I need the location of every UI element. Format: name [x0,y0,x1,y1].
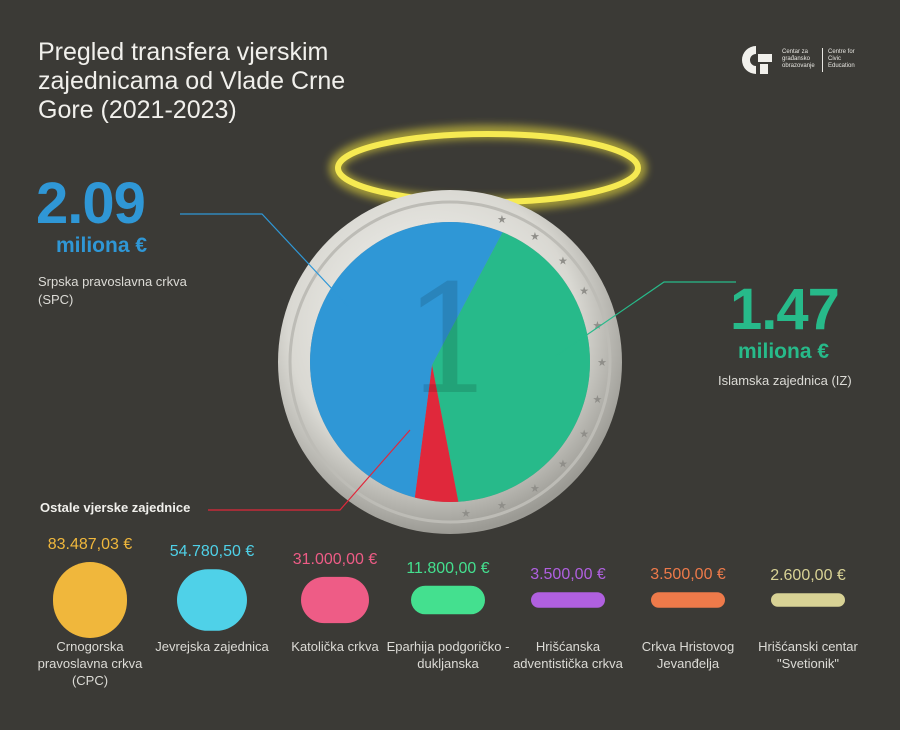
other-community-name: Crnogorska pravoslavna crkva (CPC) [37,639,143,688]
halo [329,125,647,211]
other-community-shape [531,592,605,608]
page-title: Pregled transfera vjerskim zajednicama o… [38,38,346,124]
coin-star-icon: ★ [530,483,540,495]
coin-star-icon: ★ [558,255,568,267]
other-community-name: Katolička crkva [291,639,379,654]
other-community-amount: 3.500,00 € [530,566,606,584]
cgo-logo: Centar za građansko obrazovanje Centre f… [738,42,878,82]
other-community-amount: 3.500,00 € [650,566,726,584]
other-communities-shapes [53,562,845,638]
other-community-name: Hrišćanska adventistička crkva [513,639,623,671]
other-communities-heading: Ostale vjerske zajednice [40,500,191,515]
coin-star-icon: ★ [579,286,589,298]
pie-slice-other [406,365,470,502]
other-community-shape [411,585,485,615]
other-community-shape [53,562,127,638]
coin-star-icon: ★ [597,357,607,369]
pie-slice-spc [310,222,526,502]
euro-coin: ★ ★ ★ ★ ★ ★ ★ ★ ★ ★ ★ ★ 1 [278,190,622,534]
iz-connector-line [555,281,736,357]
iz-label: Islamska zajednica (IZ) [718,373,852,388]
coin-star-icon: ★ [558,459,568,471]
coin-star-icon: ★ [461,508,471,520]
coin-star-icon: ★ [579,428,589,440]
coin-engraving-numeral: 1 [402,254,497,428]
other-community-amount: 54.780,50 € [169,543,255,561]
other-community-name: Eparhija podgoričko - duklјanska [386,639,510,671]
coin-star-icon: ★ [593,320,603,332]
other-community-shape [771,593,845,607]
spc-unit: miliona € [56,234,148,257]
spc-connector-line [180,213,349,307]
coin-stars: ★ ★ ★ ★ ★ ★ ★ ★ ★ ★ ★ ★ [461,214,607,520]
other-community-amount: 11.800,00 € [406,559,490,577]
other-community-shape [651,592,725,608]
coin-star-icon: ★ [497,500,507,512]
logo-text-local: Centar za građansko obrazovanje [782,49,815,69]
other-community-name: Hrišćanski centar "Svetionik" [758,639,858,671]
other-community-name: Crkva Hristovog Jevanđelja [641,639,735,671]
other-community-amount: 83.487,03 € [47,536,133,553]
iz-value: 1.47 [730,277,840,342]
spc-label: Srpska pravoslavna crkva (SPC) [38,274,187,307]
spc-value: 2.09 [36,171,146,236]
other-community-name: Jevrejska zajednica [155,639,269,654]
logo-text-english: Centre for Civic Education [828,49,855,69]
other-connector-line [208,429,411,511]
coin-star-icon: ★ [497,214,507,226]
iz-unit: miliona € [738,340,830,363]
logo-divider [822,48,823,72]
coin-star-icon: ★ [530,231,540,243]
coin-star-icon: ★ [593,394,603,406]
other-community-shape [177,569,247,631]
cgo-logo-icon [742,46,772,74]
other-community-amount: 31.000,00 € [292,550,378,568]
other-community-amount: 2.600,00 € [770,567,846,585]
other-community-shape [301,576,369,624]
